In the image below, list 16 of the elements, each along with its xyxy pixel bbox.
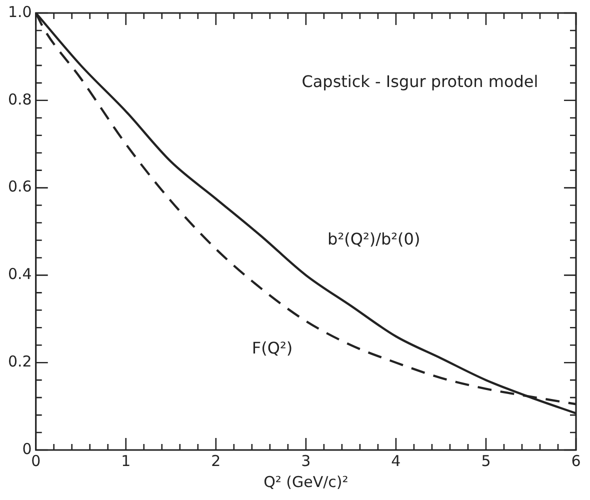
- x-tick-label: 6: [571, 452, 581, 470]
- x-tick-label: 5: [481, 452, 491, 470]
- x-tick-label: 2: [211, 452, 221, 470]
- y-tick-label: 1.0: [8, 2, 32, 21]
- x-axis-title: Q² (GeV/c)²: [264, 472, 348, 491]
- y-tick-label: 0.8: [8, 90, 32, 108]
- x-tick-label: 4: [391, 452, 401, 470]
- y-tick-label: 0.6: [8, 178, 32, 196]
- series-label: F(Q²): [252, 338, 293, 358]
- x-tick-label: 3: [301, 452, 311, 470]
- y-tick-label: 0: [22, 440, 32, 458]
- y-tick-label: 0.2: [8, 352, 32, 370]
- text: b²(Q²)/b²(0): [328, 229, 420, 248]
- y-tick-label: 0.4: [8, 265, 32, 284]
- annotation: Capstick - Isgur proton model: [302, 72, 538, 92]
- x-tick-label: 1: [121, 452, 131, 470]
